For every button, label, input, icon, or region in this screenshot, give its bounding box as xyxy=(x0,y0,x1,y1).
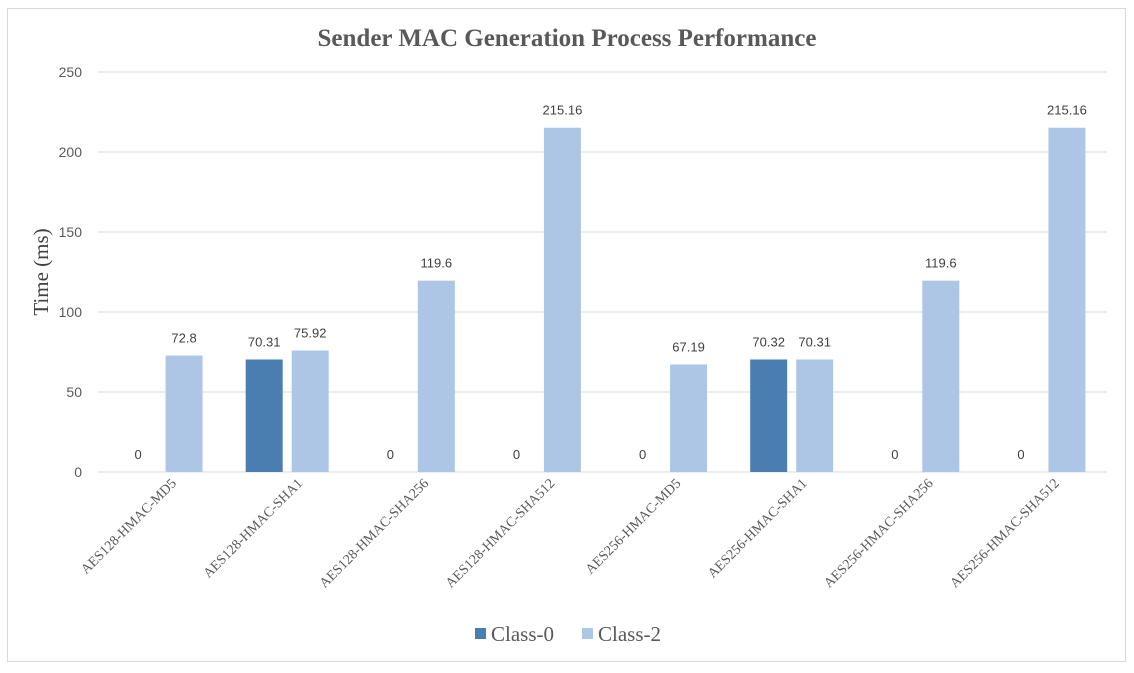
legend-swatch xyxy=(582,628,593,639)
bar-class-2 xyxy=(291,350,329,472)
y-axis-label: Time (ms) xyxy=(29,228,53,315)
chart-title: Sender MAC Generation Process Performanc… xyxy=(318,25,817,52)
data-label: 75.92 xyxy=(294,326,327,341)
bars xyxy=(165,127,1086,472)
data-label: 0 xyxy=(891,447,898,462)
x-tick-label: AES256-HMAC-MD5 xyxy=(583,476,684,577)
y-tick-labels: 0 50 100 150 200 250 xyxy=(59,64,83,480)
data-label: 119.6 xyxy=(925,256,957,271)
legend-item-class-2: Class-2 xyxy=(582,622,661,646)
x-tick-label: AES128-HMAC-SHA1 xyxy=(201,476,306,581)
data-label: 0 xyxy=(134,447,141,462)
bar-class-2 xyxy=(1048,127,1086,472)
data-label: 72.8 xyxy=(171,331,196,346)
y-tick-label: 250 xyxy=(59,64,83,80)
y-tick-label: 200 xyxy=(59,144,83,160)
data-label: 0 xyxy=(513,447,520,462)
y-tick-label: 50 xyxy=(66,384,82,400)
data-label: 215.16 xyxy=(1047,103,1087,118)
bar-class-2 xyxy=(796,359,834,472)
bar-class-2 xyxy=(543,127,581,472)
data-label: 0 xyxy=(639,447,646,462)
data-labels: 0 72.8 70.31 75.92 0 119.6 0 215.16 0 67.19 70.32 7… xyxy=(134,103,1086,462)
bar-class-2 xyxy=(165,355,203,472)
bar-class-0 xyxy=(245,359,283,472)
x-tick-labels: AES128-HMAC-MD5 AES128-HMAC-SHA1 AES128-HM… xyxy=(79,476,1063,591)
bar-class-0 xyxy=(750,359,788,472)
data-label: 70.32 xyxy=(752,334,785,349)
x-tick-label: AES256-HMAC-SHA512 xyxy=(948,476,1063,591)
data-label: 67.19 xyxy=(672,339,705,354)
data-label: 70.31 xyxy=(798,335,831,350)
legend-label: Class-0 xyxy=(491,622,554,646)
data-label: 70.31 xyxy=(248,335,281,350)
y-tick-label: 100 xyxy=(59,304,83,320)
x-tick-label: AES128-HMAC-SHA512 xyxy=(443,476,558,591)
data-label: 0 xyxy=(387,447,394,462)
x-tick-label: AES128-HMAC-MD5 xyxy=(79,476,180,577)
legend-item-class-0: Class-0 xyxy=(475,622,554,646)
legend-label: Class-2 xyxy=(598,622,661,646)
y-tick-label: 0 xyxy=(74,464,82,480)
data-label: 119.6 xyxy=(421,256,453,271)
x-tick-label: AES256-HMAC-SHA1 xyxy=(705,476,810,581)
legend: Class-0 Class-2 xyxy=(475,622,661,646)
bar-class-2 xyxy=(922,280,960,472)
bar-class-2 xyxy=(417,280,455,472)
data-label: 0 xyxy=(1017,447,1024,462)
data-label: 215.16 xyxy=(543,103,583,118)
y-tick-label: 150 xyxy=(59,224,83,240)
legend-swatch xyxy=(475,628,486,639)
bar-class-2 xyxy=(670,364,708,472)
x-tick-label: AES128-HMAC-SHA256 xyxy=(317,476,432,591)
x-tick-label: AES256-HMAC-SHA256 xyxy=(822,476,937,591)
